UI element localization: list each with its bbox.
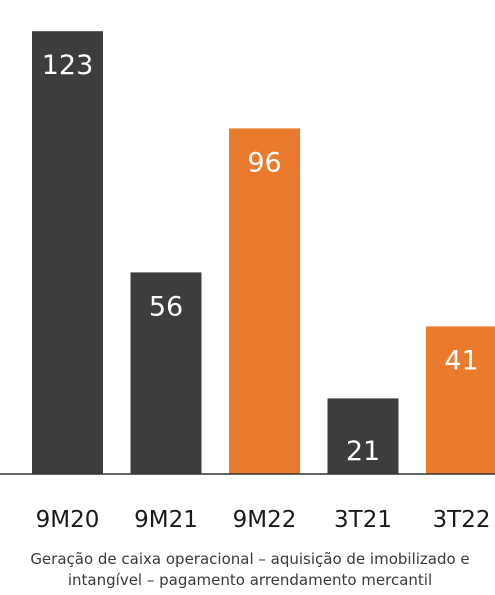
chart-caption: Geração de caixa operacional – aquisição…	[30, 550, 469, 589]
caption-line-2: intangível – pagamento arrendamento merc…	[68, 571, 432, 589]
value-labels-group: 123 56 96 21 41	[42, 50, 479, 467]
bar-9m21	[130, 272, 202, 474]
x-tick-label-3t21: 3T21	[334, 507, 392, 533]
bar-9m20	[32, 31, 103, 474]
x-tick-label-9m20: 9M20	[36, 507, 100, 533]
bar-3t22	[426, 326, 495, 474]
x-tick-label-3t22: 3T22	[433, 507, 491, 533]
x-tick-label-9m21: 9M21	[134, 507, 198, 533]
bar-value-label-9m21: 56	[149, 291, 183, 322]
x-tick-label-9m22: 9M22	[233, 507, 297, 533]
bar-value-label-9m22: 96	[247, 147, 281, 178]
bar-value-label-3t21: 21	[346, 436, 380, 467]
bar-value-label-9m20: 123	[42, 50, 94, 81]
x-axis-tick-labels: 9M20 9M21 9M22 3T21 3T22	[36, 507, 491, 533]
caption-line-1: Geração de caixa operacional – aquisição…	[30, 550, 469, 568]
bar-3t21	[327, 398, 399, 474]
bars-group	[32, 31, 495, 474]
bar-9m22	[229, 128, 300, 474]
bar-value-label-3t22: 41	[444, 345, 478, 376]
